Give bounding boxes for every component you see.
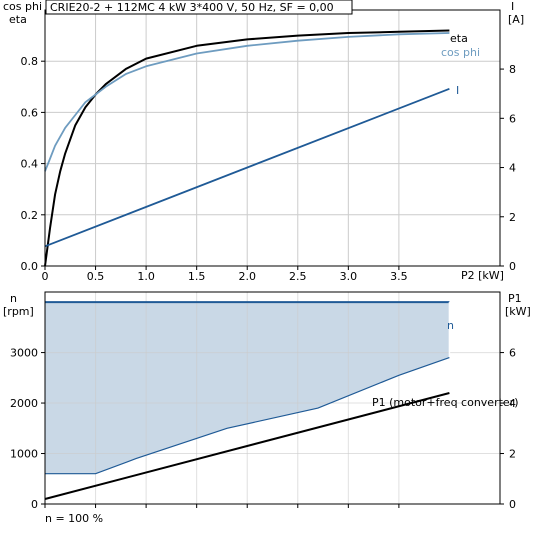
x-tick-label: 0 xyxy=(42,270,49,283)
series-line-eta xyxy=(44,29,450,267)
bottom-left-axis-label-1: n xyxy=(10,292,17,305)
series-line-cos-phi xyxy=(44,32,450,172)
top-right-axis-label-1: I xyxy=(511,0,514,13)
top-left-axis-label-1: cos phi xyxy=(3,0,42,13)
series-line-p1 xyxy=(44,392,450,500)
top-x-ticks: 0 0.5 1.0 1.5 2.0 2.5 3.0 3.5 xyxy=(42,266,408,283)
bottom-right-axis-label-2: [kW] xyxy=(505,305,531,318)
y-left-tick-label: 0.6 xyxy=(21,106,39,119)
top-left-axis-label-2: eta xyxy=(9,13,27,26)
top-right-ticks: 0 2 4 6 8 xyxy=(500,63,516,273)
bottom-plot-border xyxy=(44,291,501,505)
series-label-p1: P1 (motor+freq converter) xyxy=(372,396,519,409)
x-tick-label: 1.0 xyxy=(137,270,155,283)
x-tick-label: 0.5 xyxy=(87,270,105,283)
top-series xyxy=(44,29,450,267)
y-left-tick-label: 0 xyxy=(31,498,38,511)
y-right-tick-label: 6 xyxy=(509,347,516,360)
series-line-n-min xyxy=(45,357,450,475)
y-right-tick-label: 2 xyxy=(509,448,516,461)
series-label-eta: eta xyxy=(450,32,468,45)
bottom-left-axis-label-2: [rpm] xyxy=(3,305,34,318)
bottom-chart: 0 1000 2000 3000 0 2 4 6 n [rpm] P1 [kW] n P1 … xyxy=(3,291,531,525)
chart-title: CRIE20-2 + 112MC 4 kW 3*400 V, 50 Hz, SF… xyxy=(50,1,334,14)
footnote: n = 100 % xyxy=(45,512,103,525)
bottom-left-ticks: 0 1000 2000 3000 xyxy=(10,347,45,511)
series-label-speed: n xyxy=(447,319,454,332)
bottom-right-ticks: 0 2 4 6 xyxy=(500,347,516,511)
y-right-tick-label: 4 xyxy=(509,162,516,175)
x-tick-label: 1.5 xyxy=(188,270,206,283)
y-left-tick-label: 1000 xyxy=(10,448,38,461)
y-left-tick-label: 3000 xyxy=(10,347,38,360)
series-label-current: I xyxy=(456,84,459,97)
x-tick-label: 3.0 xyxy=(340,270,358,283)
top-x-axis-label: P2 [kW] xyxy=(461,269,504,282)
bottom-series xyxy=(44,301,451,500)
y-right-tick-label: 8 xyxy=(509,63,516,76)
y-left-tick-label: 2000 xyxy=(10,397,38,410)
y-right-tick-label: 4 xyxy=(509,397,516,410)
y-right-tick-label: 0 xyxy=(509,260,516,273)
title-box xyxy=(45,0,353,15)
x-tick-label: 3.5 xyxy=(390,270,408,283)
y-right-tick-label: 6 xyxy=(509,112,516,125)
y-right-tick-label: 2 xyxy=(509,211,516,224)
top-plot-area xyxy=(45,10,500,266)
bottom-x-ticks xyxy=(44,504,400,508)
series-label-cosphi: cos phi xyxy=(441,46,480,59)
top-left-ticks: 0.0 0.2 0.4 0.6 0.8 xyxy=(21,55,45,273)
x-tick-label: 2.5 xyxy=(289,270,307,283)
bottom-right-axis-label-1: P1 xyxy=(508,292,522,305)
y-left-tick-label: 0.4 xyxy=(21,158,39,171)
y-left-tick-label: 0.2 xyxy=(21,209,39,222)
series-line-I xyxy=(44,87,450,248)
y-left-tick-label: 0.8 xyxy=(21,55,39,68)
bottom-gridlines xyxy=(45,292,500,504)
y-right-tick-label: 0 xyxy=(509,498,516,511)
x-tick-label: 2.0 xyxy=(238,270,256,283)
top-right-axis-label-2: [A] xyxy=(508,13,524,26)
y-left-tick-label: 0.0 xyxy=(21,260,39,273)
top-chart: 0 0.5 1.0 1.5 2.0 2.5 3.0 3.5 0.0 0.2 0.4 0.6 0.8 0… xyxy=(3,0,524,283)
